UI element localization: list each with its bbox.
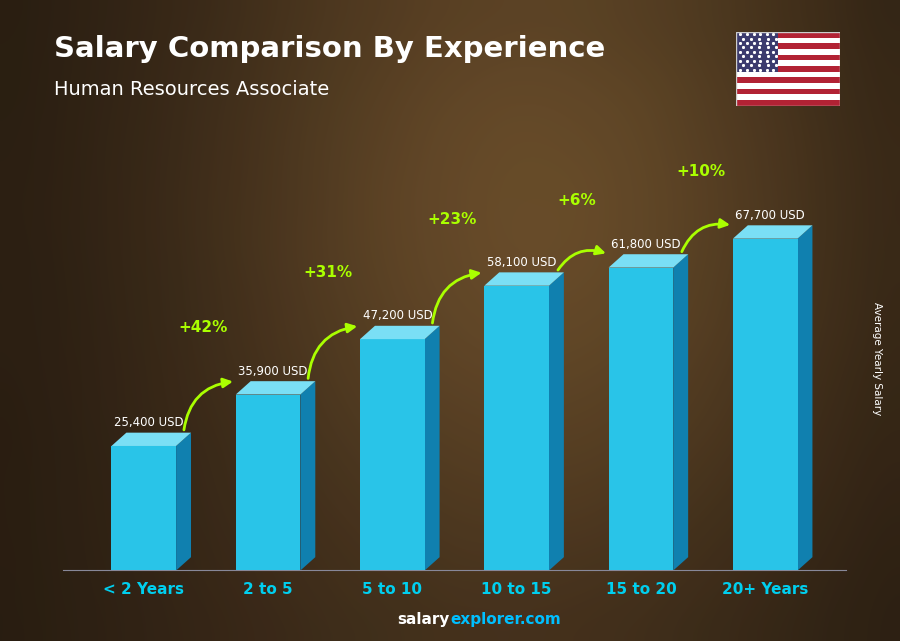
Bar: [736, 60, 840, 66]
Polygon shape: [733, 225, 813, 238]
Polygon shape: [733, 238, 797, 570]
Polygon shape: [112, 433, 191, 446]
Polygon shape: [360, 326, 439, 339]
Text: 67,700 USD: 67,700 USD: [735, 209, 806, 222]
Bar: [736, 32, 840, 38]
Text: salary: salary: [398, 612, 450, 627]
Polygon shape: [673, 254, 689, 570]
Text: 25,400 USD: 25,400 USD: [114, 416, 184, 429]
Bar: [736, 38, 840, 44]
Text: 35,900 USD: 35,900 USD: [238, 365, 308, 378]
Bar: [736, 49, 840, 54]
Text: +23%: +23%: [428, 212, 477, 226]
Text: explorer.com: explorer.com: [450, 612, 561, 627]
Bar: [736, 66, 840, 72]
Bar: [736, 54, 840, 60]
Bar: [736, 100, 840, 106]
Polygon shape: [484, 272, 564, 286]
Text: +42%: +42%: [179, 320, 228, 335]
Text: Human Resources Associate: Human Resources Associate: [54, 80, 329, 99]
Polygon shape: [608, 267, 673, 570]
Polygon shape: [301, 381, 315, 570]
Polygon shape: [236, 394, 301, 570]
Polygon shape: [797, 225, 813, 570]
Text: +31%: +31%: [303, 265, 352, 280]
Bar: [736, 78, 840, 83]
Bar: [736, 94, 840, 100]
Polygon shape: [608, 254, 688, 267]
Text: Average Yearly Salary: Average Yearly Salary: [872, 303, 883, 415]
Text: 47,200 USD: 47,200 USD: [363, 310, 432, 322]
Bar: [736, 88, 840, 94]
Polygon shape: [360, 339, 425, 570]
Text: Salary Comparison By Experience: Salary Comparison By Experience: [54, 35, 605, 63]
Bar: [736, 83, 840, 88]
Text: +6%: +6%: [557, 194, 596, 208]
Text: +10%: +10%: [676, 165, 725, 179]
Polygon shape: [425, 326, 439, 570]
Text: 61,800 USD: 61,800 USD: [611, 238, 680, 251]
Bar: [736, 32, 778, 72]
Polygon shape: [549, 272, 564, 570]
Bar: [736, 72, 840, 78]
Polygon shape: [484, 286, 549, 570]
Text: 58,100 USD: 58,100 USD: [487, 256, 556, 269]
Polygon shape: [236, 381, 315, 394]
Polygon shape: [176, 433, 191, 570]
Bar: [736, 44, 840, 49]
Polygon shape: [112, 446, 176, 570]
